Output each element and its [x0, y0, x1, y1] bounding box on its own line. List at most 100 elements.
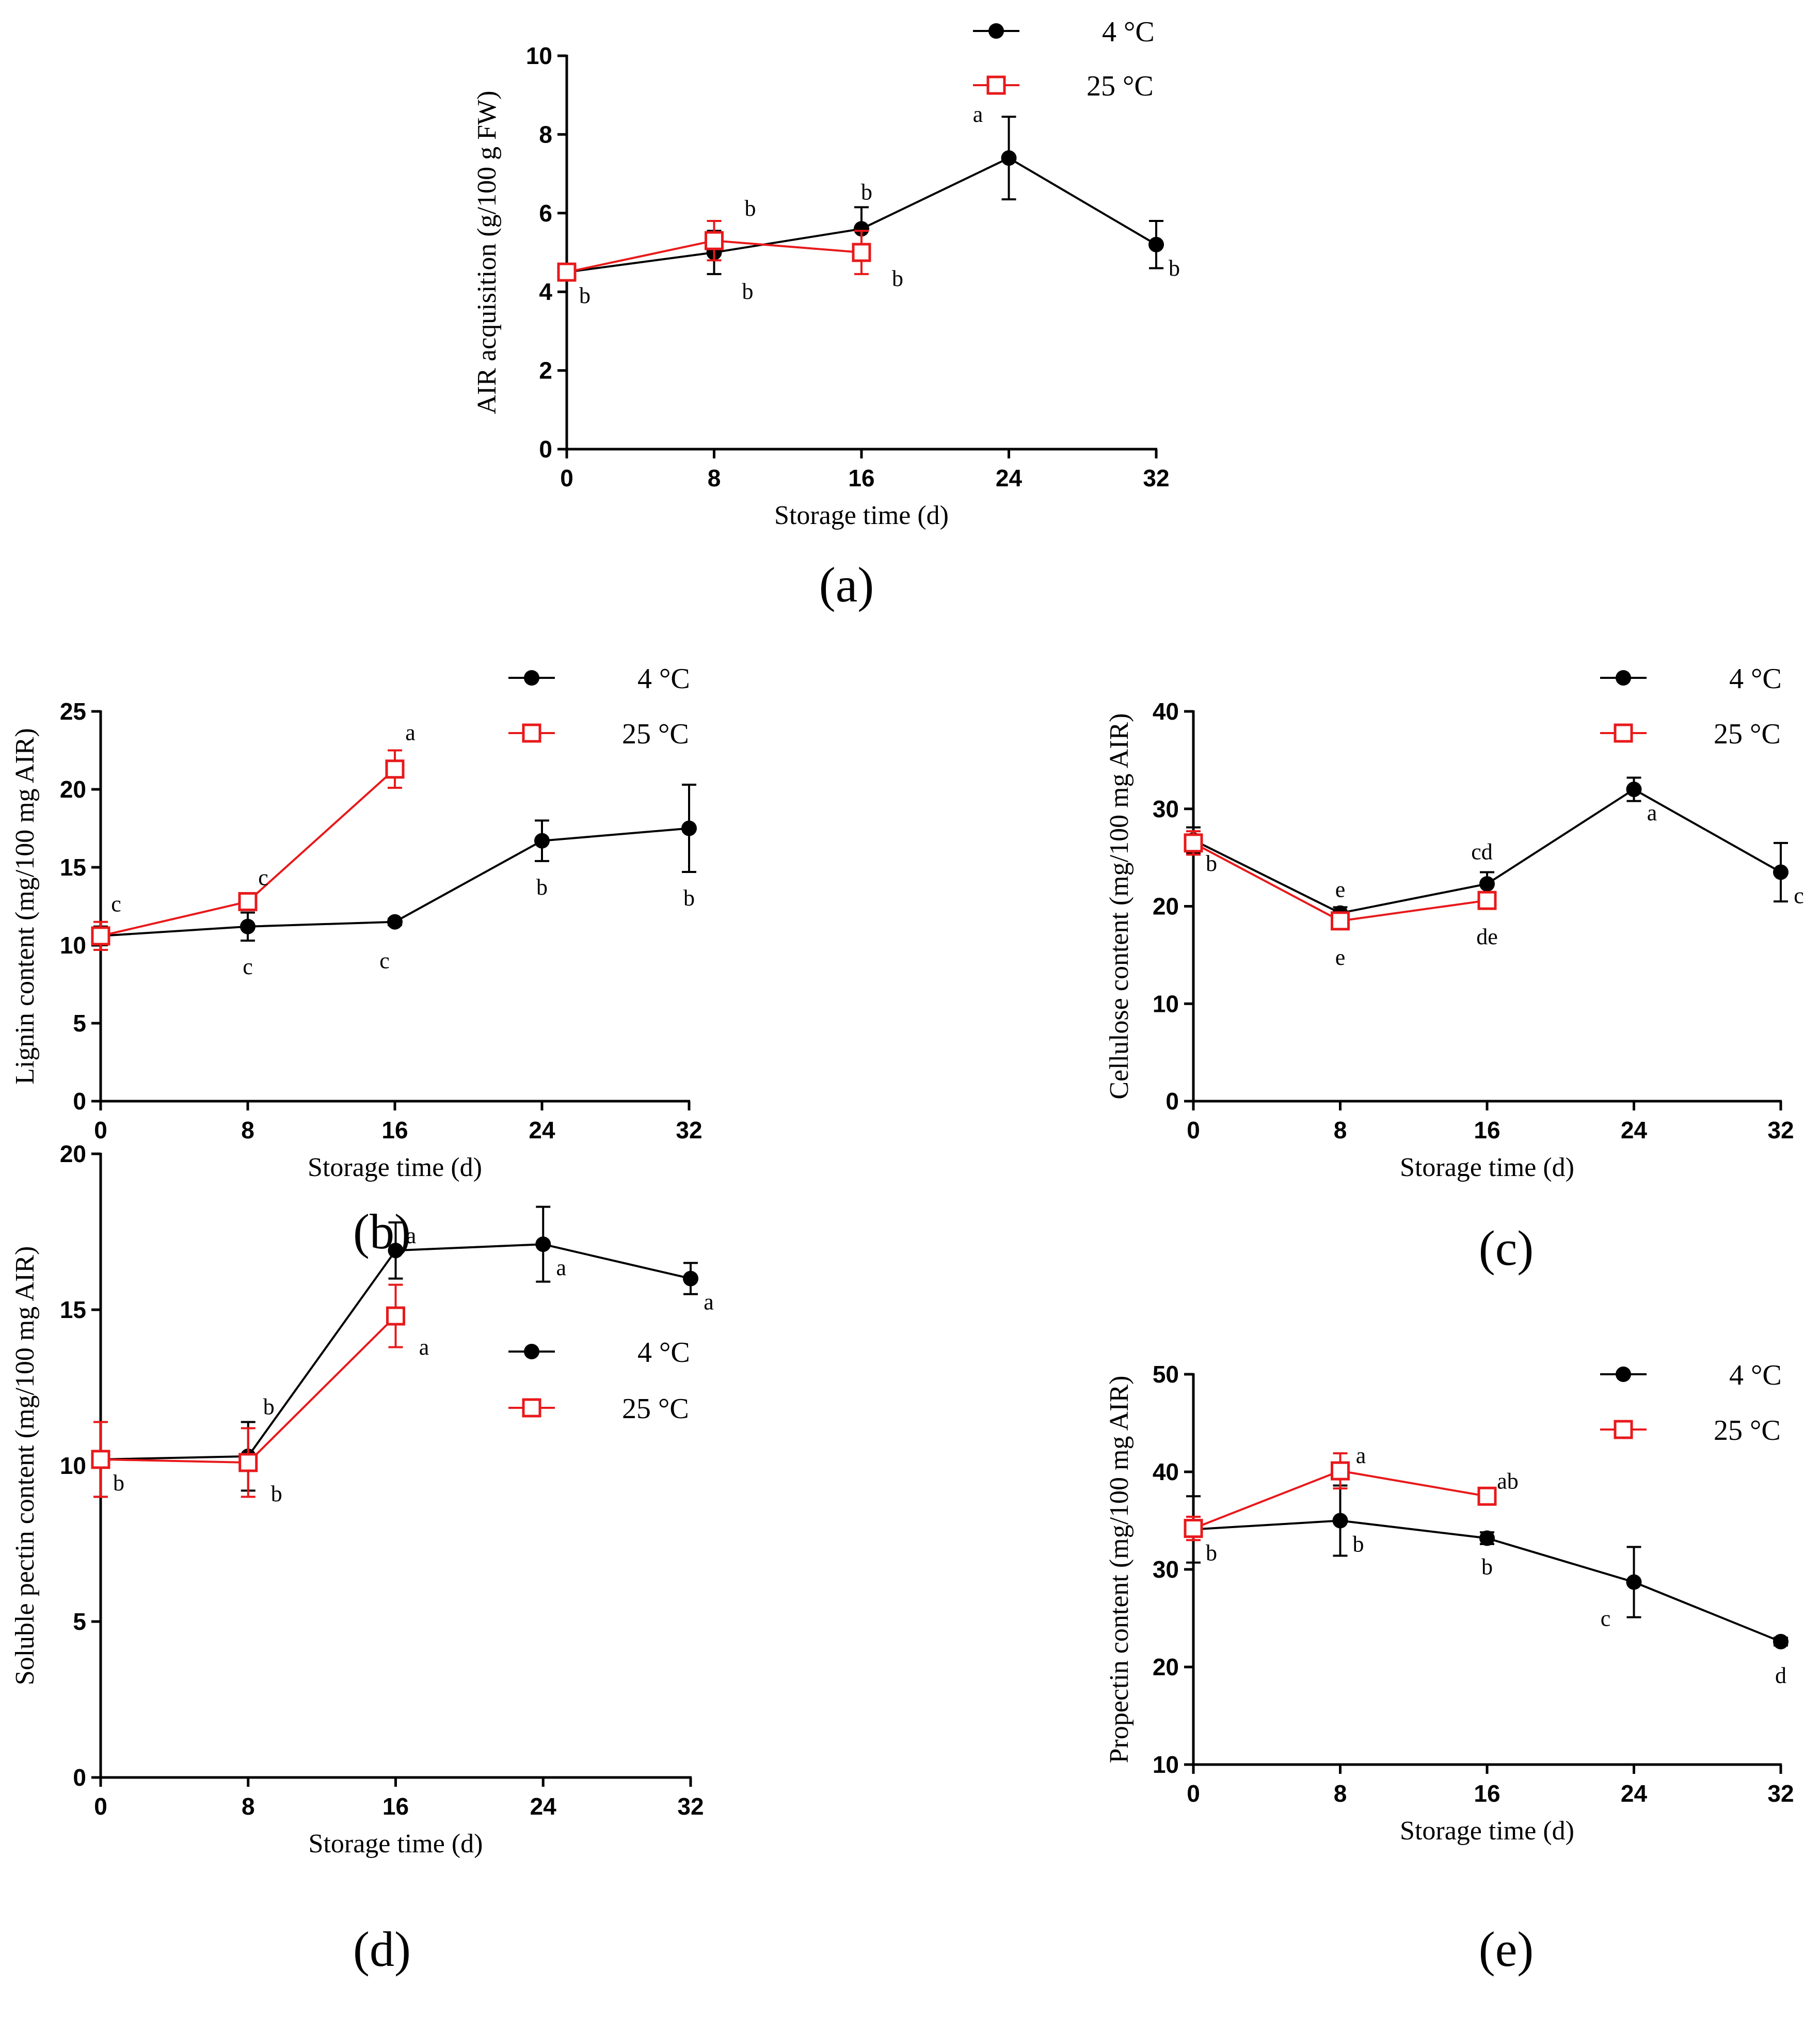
panel-label: (c) — [1479, 1220, 1534, 1276]
data-point — [535, 1236, 551, 1252]
y-axis-title: Lignin content (mg/100 mg AIR) — [10, 728, 40, 1084]
legend: 4 °C 25 °C — [1600, 1359, 1782, 1447]
series-25c: ba — [91, 1283, 429, 1506]
significance-letter: b — [579, 283, 590, 308]
significance-letter: a — [704, 1290, 714, 1315]
data-point — [1626, 1574, 1642, 1590]
significance-letter: b — [271, 1481, 282, 1506]
data-point — [854, 221, 869, 237]
y-tick-label: 8 — [539, 121, 552, 148]
legend: 4 °C 25 °C — [508, 663, 690, 750]
panel-label: (d) — [353, 1921, 411, 1977]
y-tick-label: 6 — [539, 200, 552, 227]
x-tick-label: 8 — [242, 1793, 255, 1820]
chart-panel-c: 0 10 20 30 40 0 8 16 24 32 Storage time (d) Cellulo… — [1105, 663, 1804, 1276]
y-axis-title: AIR acquisition (g/100 g FW) — [472, 91, 502, 415]
series-4c: b b b a b — [559, 102, 1180, 308]
legend-marker — [986, 75, 1006, 95]
series-4c: b b b c d — [1186, 1484, 1789, 1688]
significance-letter: c — [243, 954, 253, 979]
significance-letter: b — [742, 279, 754, 304]
significance-letter: a — [1356, 1443, 1366, 1468]
data-point — [1479, 1530, 1495, 1546]
data-point — [1477, 891, 1497, 910]
legend-label: 25 °C — [622, 1393, 689, 1425]
legend-marker — [988, 23, 1004, 39]
data-point — [1331, 1461, 1350, 1481]
legend-marker — [1616, 1367, 1631, 1382]
legend-label: 25 °C — [1714, 1415, 1781, 1447]
data-point — [681, 820, 697, 836]
significance-letter: a — [973, 102, 983, 127]
x-tick-label: 24 — [530, 1793, 557, 1820]
significance-letter: a — [406, 1223, 417, 1248]
y-tick-label: 30 — [1153, 1556, 1179, 1583]
y-axis-title: Cellulose content (mg/100 mg AIR) — [1105, 713, 1134, 1099]
x-tick-label: 8 — [1334, 1117, 1347, 1144]
x-axis-title: Storage time (d) — [1400, 1153, 1574, 1182]
legend-label: 4 °C — [1102, 16, 1155, 48]
x-tick-label: 16 — [1474, 1117, 1500, 1144]
x-axis-title: Storage time (d) — [309, 1829, 483, 1859]
data-point — [1331, 911, 1350, 931]
data-point — [1332, 1513, 1348, 1529]
y-tick-label: 20 — [1153, 893, 1179, 920]
data-point — [91, 1450, 110, 1469]
significance-letter: de — [1476, 924, 1498, 949]
y-tick-label: 25 — [60, 698, 86, 725]
x-tick-label: 24 — [996, 465, 1023, 491]
data-point — [1479, 876, 1495, 892]
y-tick-label: 0 — [1166, 1088, 1179, 1115]
x-tick-label: 8 — [708, 465, 721, 491]
significance-letter: b — [1206, 851, 1217, 876]
significance-letter: b — [1481, 1554, 1493, 1580]
significance-letter: b — [113, 1470, 124, 1496]
legend-marker — [524, 1344, 539, 1359]
data-point — [387, 914, 403, 930]
data-point — [385, 759, 405, 779]
significance-letter: c — [1794, 883, 1804, 908]
legend: 4 °C 25 °C — [508, 1337, 690, 1425]
x-axis-title: Storage time (d) — [774, 501, 949, 530]
legend-label: 4 °C — [1729, 663, 1782, 695]
x-tick-label: 0 — [1187, 1780, 1200, 1807]
panel-label: (a) — [819, 557, 874, 612]
data-point — [683, 1270, 698, 1287]
x-tick-label: 32 — [676, 1117, 702, 1144]
significance-letter: b — [745, 196, 756, 221]
significance-letter: b — [892, 266, 903, 291]
y-tick-label: 20 — [60, 776, 86, 803]
panel-label: (e) — [1479, 1921, 1534, 1977]
y-tick-label: 4 — [539, 278, 552, 305]
data-point — [386, 1306, 405, 1326]
legend-marker — [522, 1398, 541, 1418]
x-tick-label: 16 — [382, 1793, 409, 1820]
legend-label: 4 °C — [1729, 1359, 1782, 1391]
significance-letter: a — [419, 1335, 429, 1360]
y-tick-label: 20 — [60, 1140, 86, 1167]
significance-letter: e — [1335, 877, 1346, 902]
x-tick-label: 0 — [94, 1793, 107, 1820]
significance-letter: e — [1335, 945, 1346, 970]
y-tick-label: 20 — [1153, 1654, 1179, 1680]
y-tick-label: 40 — [1153, 698, 1179, 725]
y-tick-label: 15 — [60, 1296, 86, 1323]
data-point — [705, 231, 724, 250]
significance-letter: b — [536, 875, 548, 900]
data-point — [1184, 833, 1203, 853]
y-tick-label: 10 — [1153, 1751, 1179, 1778]
data-point — [557, 262, 577, 282]
x-tick-label: 32 — [1767, 1117, 1794, 1144]
significance-letter: c — [379, 948, 390, 974]
x-tick-label: 0 — [560, 465, 573, 491]
x-tick-label: 16 — [1474, 1780, 1500, 1807]
data-point — [1184, 1519, 1203, 1538]
y-tick-label: 0 — [539, 436, 552, 463]
significance-letter: c — [258, 865, 268, 890]
data-point — [1626, 782, 1642, 797]
y-tick-label: 5 — [73, 1608, 86, 1635]
x-tick-label: 24 — [529, 1117, 555, 1144]
y-tick-label: 50 — [1153, 1361, 1179, 1388]
significance-letter: c — [111, 892, 121, 917]
